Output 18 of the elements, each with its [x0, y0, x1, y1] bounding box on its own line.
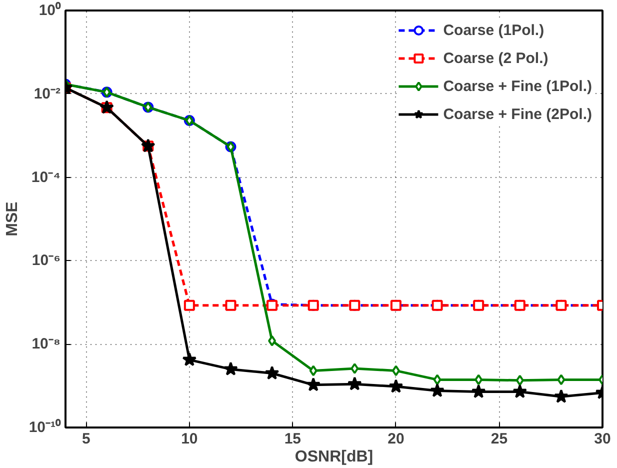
x-tick-label: 30: [594, 430, 611, 448]
y-tick-label: 10⁻²: [34, 85, 61, 102]
x-tick-label: 20: [388, 430, 404, 448]
x-tick-label: 10: [181, 430, 198, 448]
y-tick-label: 10⁻¹⁰: [28, 418, 62, 436]
y-axis-title: MSE: [4, 201, 21, 236]
y-tick-label: 10⁰: [38, 1, 62, 19]
y-tick-label: 10⁻⁴: [31, 168, 61, 186]
y-tick-label: 10⁻⁸: [32, 336, 61, 353]
x-tick-label: 5: [82, 430, 90, 448]
legend-label: Coarse (1Pol.): [443, 22, 544, 38]
y-tick-label: 10⁻⁶: [32, 252, 60, 270]
legend-label: Coarse + Fine (1Pol.): [443, 78, 592, 94]
legend-label: Coarse + Fine (2Pol.): [443, 106, 592, 122]
x-axis-title: OSNR[dB]: [294, 448, 374, 466]
x-tick-label: 25: [490, 430, 508, 448]
x-tick-label: 15: [284, 430, 302, 448]
legend-label: Coarse (2 Pol.): [443, 50, 548, 66]
